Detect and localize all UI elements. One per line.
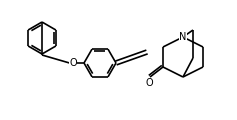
Text: O: O xyxy=(145,78,153,88)
Text: N: N xyxy=(179,32,187,42)
Text: O: O xyxy=(69,58,77,68)
